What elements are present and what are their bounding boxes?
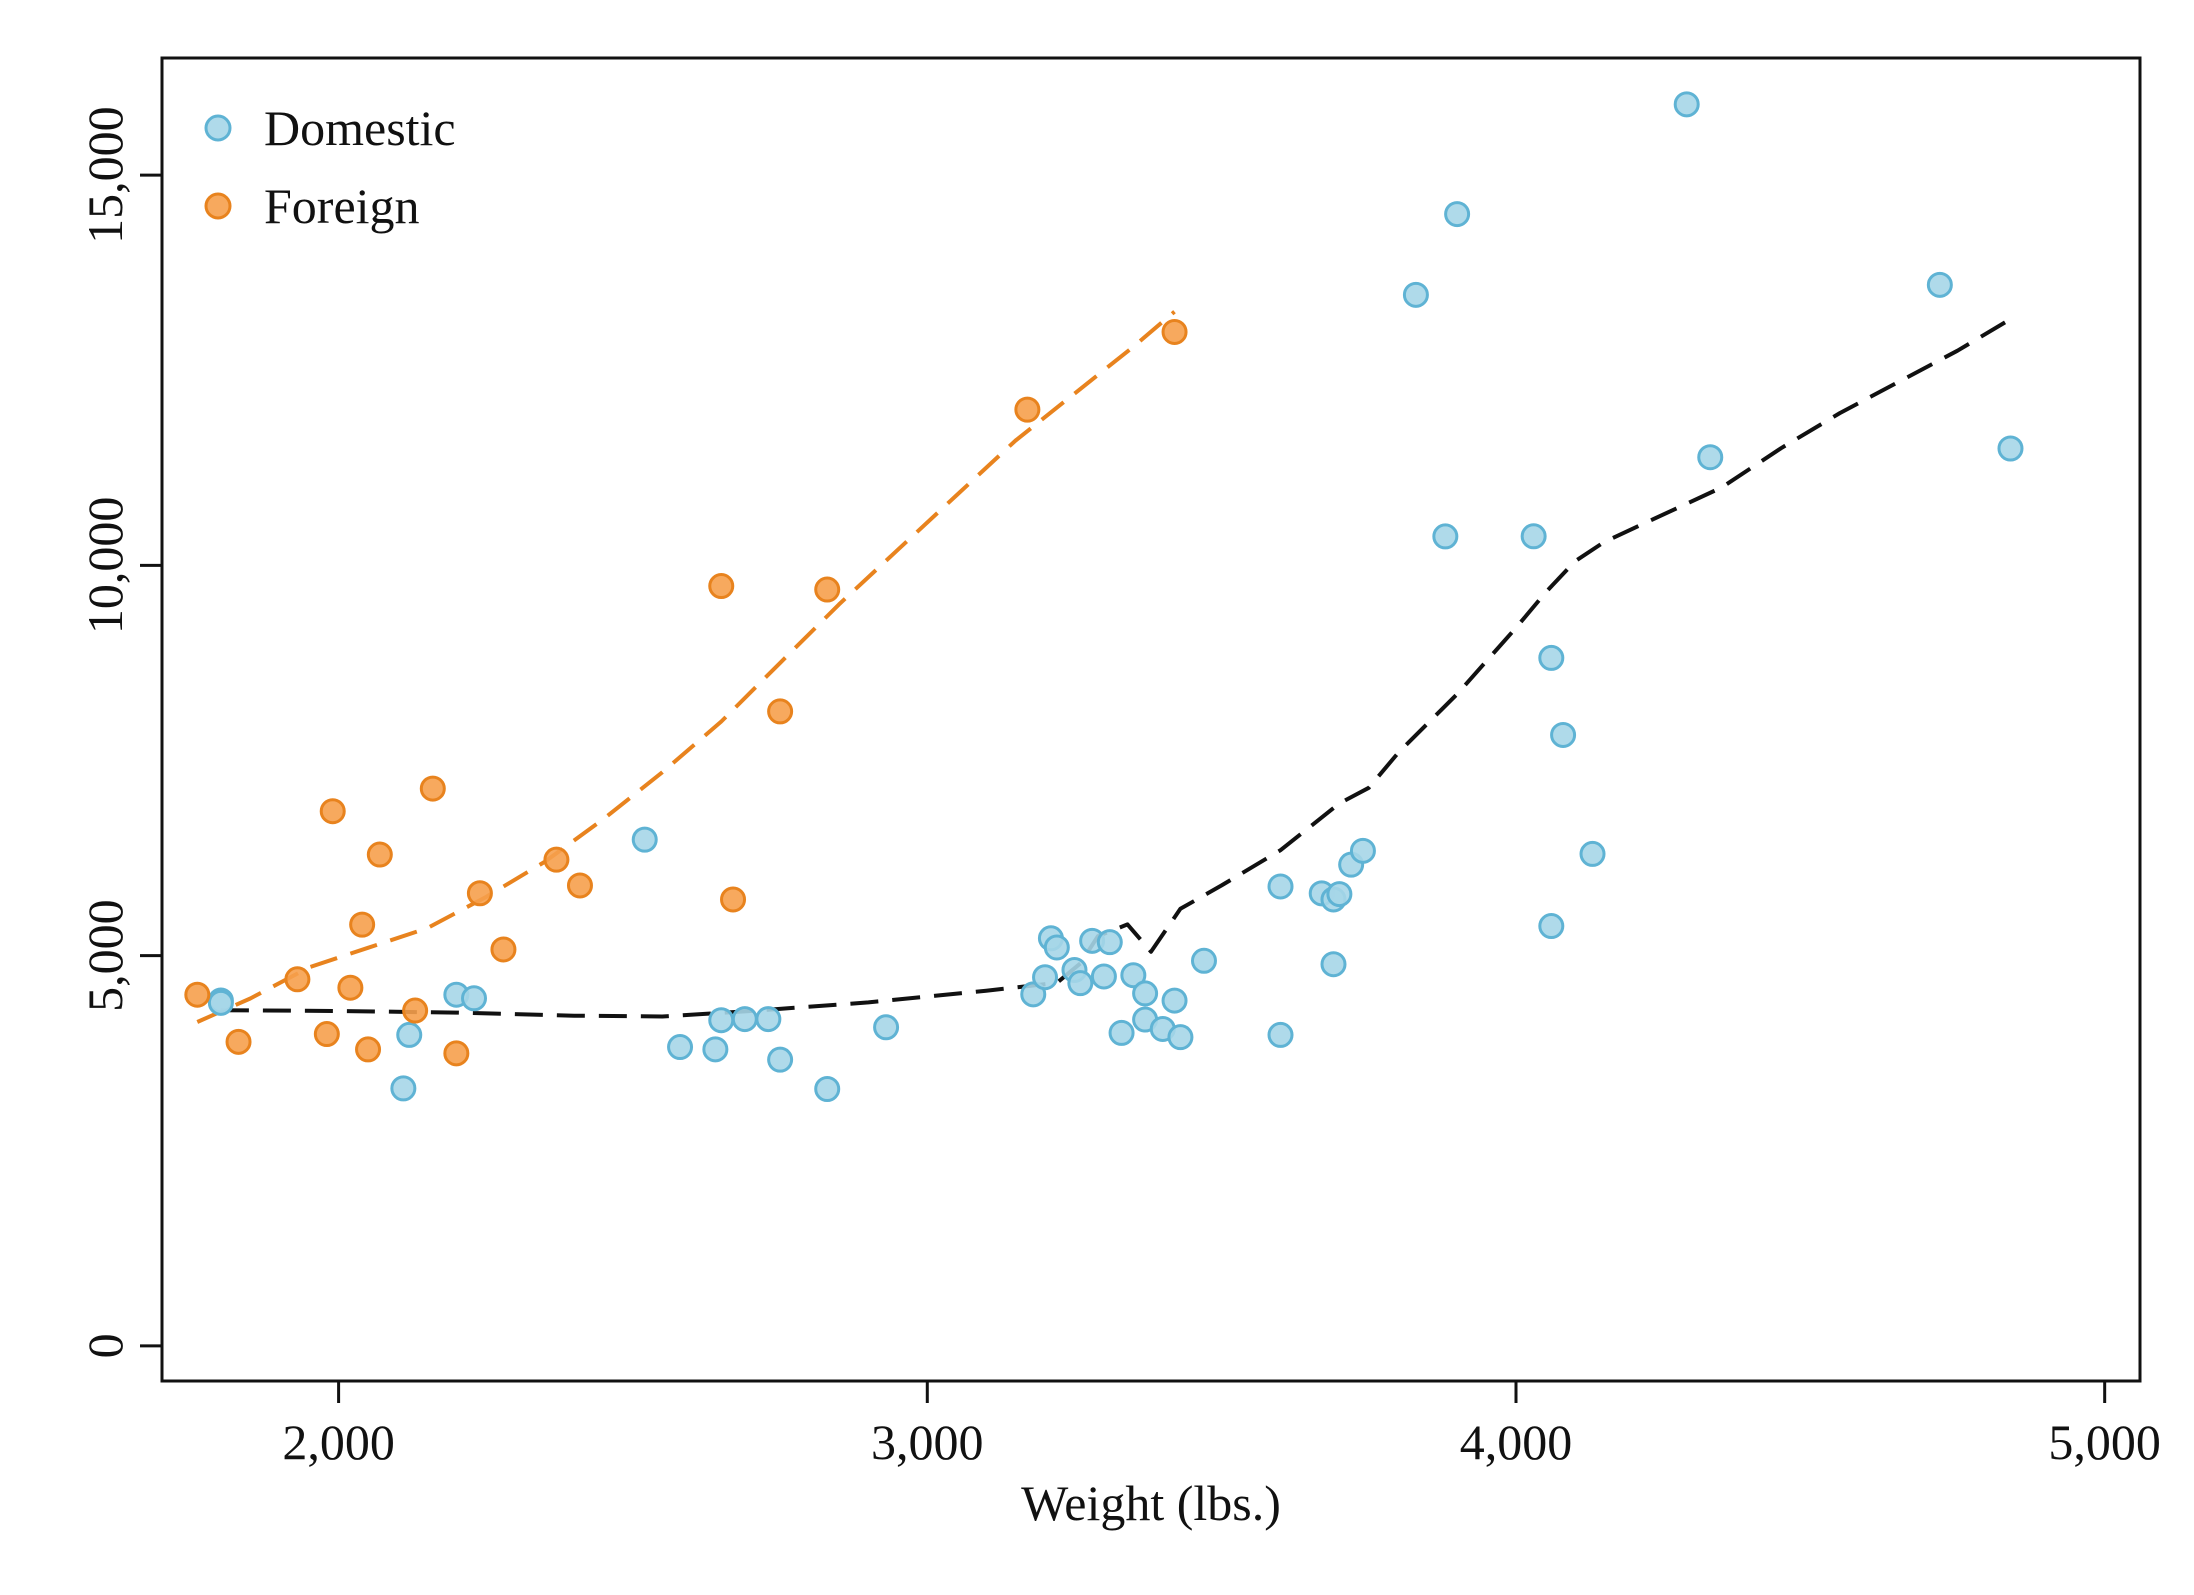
data-point-foreign [490, 936, 517, 963]
data-point-domestic [1267, 873, 1294, 900]
data-point-foreign [543, 846, 570, 873]
data-point-foreign [366, 841, 393, 868]
data-point-domestic [1349, 837, 1376, 864]
data-point-domestic [1120, 962, 1147, 989]
y-tick-label: 5,000 [77, 899, 133, 1012]
data-point-domestic [1096, 929, 1123, 956]
data-point-domestic [1402, 281, 1429, 308]
data-point-domestic [1444, 201, 1471, 228]
data-point-domestic [1579, 840, 1606, 867]
data-point-foreign [355, 1036, 382, 1063]
data-point-foreign [466, 880, 493, 907]
data-point-domestic [207, 989, 234, 1016]
data-point-foreign [402, 997, 429, 1024]
data-point-domestic [1090, 963, 1117, 990]
data-point-domestic [814, 1076, 841, 1103]
data-point-foreign [184, 981, 211, 1008]
data-point-domestic [1132, 980, 1159, 1007]
data-point-domestic [1538, 913, 1565, 940]
data-point-domestic [1190, 947, 1217, 974]
data-point-domestic [1108, 1019, 1135, 1046]
legend-marker-foreign [204, 192, 232, 220]
x-tick-label: 5,000 [2048, 1414, 2161, 1470]
y-tick-label: 0 [77, 1333, 133, 1358]
data-point-domestic [702, 1036, 729, 1063]
fit-line-foreign [196, 310, 1176, 1024]
legend-label-domestic: Domestic [264, 100, 456, 156]
data-point-domestic [461, 985, 488, 1012]
data-points [184, 91, 2024, 1103]
data-point-foreign [349, 911, 376, 938]
legend: Domestic Foreign [204, 100, 456, 234]
data-point-foreign [720, 886, 747, 913]
data-point-domestic [1538, 644, 1565, 671]
data-point-foreign [708, 573, 735, 600]
data-point-foreign [1014, 396, 1041, 423]
x-axis-label: Weight (lbs.) [1021, 1475, 1281, 1531]
data-point-domestic [1697, 444, 1724, 471]
series-domestic [207, 91, 2024, 1103]
data-point-foreign [319, 798, 346, 825]
y-tick-label: 15,000 [77, 106, 133, 244]
data-point-foreign [284, 966, 311, 993]
x-axis: 2,000 3,000 4,000 5,000 [162, 1379, 2161, 1470]
data-point-domestic [1926, 271, 1953, 298]
data-point-domestic [755, 1006, 782, 1033]
data-point-foreign [225, 1028, 252, 1055]
fit-lines [196, 310, 2018, 1024]
data-point-domestic [1432, 523, 1459, 550]
data-point-domestic [1267, 1021, 1294, 1048]
y-tick-label: 10,000 [77, 497, 133, 635]
plot-frame [160, 56, 2142, 1383]
data-point-domestic [667, 1034, 694, 1061]
y-axis: 0 5,000 10,000 15,000 [77, 58, 164, 1381]
data-point-foreign [767, 698, 794, 725]
data-point-domestic [1032, 964, 1059, 991]
data-point-foreign [313, 1021, 340, 1048]
data-point-domestic [1673, 91, 1700, 118]
series-foreign [184, 318, 1188, 1067]
data-point-domestic [390, 1075, 417, 1102]
data-point-domestic [873, 1014, 900, 1041]
data-point-domestic [1550, 721, 1577, 748]
x-tick-label: 2,000 [282, 1414, 395, 1470]
data-point-foreign [419, 775, 446, 802]
data-point-foreign [337, 974, 364, 1001]
data-point-foreign [566, 872, 593, 899]
data-point-domestic [396, 1021, 423, 1048]
data-point-foreign [814, 576, 841, 603]
x-tick-label: 4,000 [1460, 1414, 1573, 1470]
legend-marker-domestic [204, 114, 232, 142]
data-point-foreign [1161, 318, 1188, 345]
data-point-domestic [631, 826, 658, 853]
x-tick-label: 3,000 [871, 1414, 984, 1470]
data-point-domestic [1043, 934, 1070, 961]
data-point-domestic [1326, 881, 1353, 908]
data-point-foreign [443, 1040, 470, 1067]
data-point-domestic [1997, 435, 2024, 462]
data-point-domestic [1320, 951, 1347, 978]
legend-label-foreign: Foreign [264, 178, 420, 234]
data-point-domestic [708, 1007, 735, 1034]
data-point-domestic [731, 1006, 758, 1033]
data-point-domestic [1167, 1024, 1194, 1051]
fit-line-domestic [220, 313, 2018, 1019]
data-point-domestic [1161, 987, 1188, 1014]
data-point-domestic [1067, 970, 1094, 997]
data-point-domestic [1520, 523, 1547, 550]
data-point-domestic [767, 1046, 794, 1073]
